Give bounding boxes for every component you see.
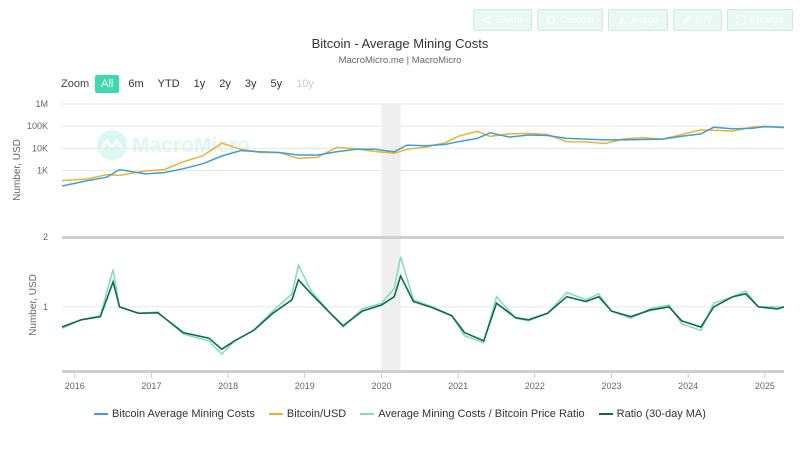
enlarge-button[interactable]: Enlarge [726, 9, 793, 31]
mining-cost-line [61, 125, 785, 187]
x-tick-label: 2016 [65, 381, 85, 391]
zoom-10y-button[interactable]: 10y [296, 78, 314, 90]
diy-button[interactable]: DIY [672, 9, 722, 31]
image-button[interactable]: Image [608, 9, 668, 31]
macromicro-logo-icon [97, 130, 127, 160]
x-tick-label: 2019 [295, 381, 315, 391]
legend-item-ratio[interactable]: Average Mining Costs / Bitcoin Price Rat… [360, 408, 585, 420]
legend-swatch [598, 413, 613, 415]
x-tick-label: 2023 [601, 381, 621, 391]
legend-label: Ratio (30-day MA) [616, 408, 706, 420]
y-tick-label: 2 [43, 232, 48, 242]
diy-label: DIY [695, 14, 713, 26]
upper-y-axis-title: Number, USD [12, 139, 23, 201]
pencil-icon [682, 16, 691, 24]
panel-separator [62, 236, 784, 239]
legend-label: Average Mining Costs / Bitcoin Price Rat… [378, 408, 585, 420]
lower-y-axis-title: Number, USD [28, 274, 39, 336]
y-tick-label: 1M [35, 99, 48, 109]
expand-icon [735, 15, 746, 25]
legend-swatch [360, 413, 375, 415]
legend-swatch [268, 413, 283, 415]
custom-button[interactable]: Custom [536, 9, 604, 31]
legend-label: Bitcoin/USD [286, 408, 347, 420]
zoom-ytd-button[interactable]: YTD [157, 78, 180, 90]
image-label: Image [631, 14, 659, 26]
download-icon [618, 16, 627, 24]
legend-label: Bitcoin Average Mining Costs [112, 408, 255, 420]
zoom-1y-button[interactable]: 1y [193, 78, 206, 90]
gear-icon [546, 15, 556, 25]
share-icon [482, 15, 492, 25]
legend-swatch [94, 413, 109, 415]
chart-legend: Bitcoin Average Mining Costs Bitcoin/USD… [0, 408, 800, 420]
zoom-3y-button[interactable]: 3y [244, 78, 257, 90]
zoom-selector: Zoom All 6m YTD 1y 2y 3y 5y 10y [61, 75, 323, 93]
x-tick-label: 2024 [678, 381, 698, 391]
zoom-5y-button[interactable]: 5y [270, 78, 283, 90]
x-tick-label: 2025 [755, 381, 775, 391]
x-tick-label: 2021 [448, 381, 468, 391]
x-tick-label: 2017 [141, 381, 161, 391]
x-tick-label: 2018 [218, 381, 238, 391]
ratio-ma-line [61, 273, 785, 351]
share-button[interactable]: Share [472, 9, 532, 31]
enlarge-label: Enlarge [749, 14, 784, 26]
watermark: MacroMicro [97, 130, 250, 160]
x-tick-label: 2020 [371, 381, 391, 391]
y-tick-label: 10K [32, 143, 48, 153]
legend-item-btc-usd[interactable]: Bitcoin/USD [268, 408, 347, 420]
watermark-text: MacroMicro [132, 134, 250, 157]
zoom-2y-button[interactable]: 2y [219, 78, 231, 90]
chart-toolbar: Share Custom Image DIY Enlarge [472, 9, 793, 31]
y-tick-label: 100K [27, 121, 48, 131]
share-label: Share [495, 14, 523, 26]
legend-item-ratio-ma[interactable]: Ratio (30-day MA) [598, 408, 706, 420]
x-tick-label: 2022 [525, 381, 545, 391]
custom-label: Custom [559, 14, 595, 26]
chart-subtitle: MacroMicro.me | MacroMicro [338, 55, 462, 66]
x-axis-line [62, 370, 784, 373]
zoom-6m-button[interactable]: 6m [128, 78, 144, 90]
y-tick-label: 1 [43, 302, 48, 312]
legend-item-mining-cost[interactable]: Bitcoin Average Mining Costs [94, 408, 255, 420]
chart-title: Bitcoin - Average Mining Costs [311, 36, 489, 51]
zoom-all-button[interactable]: All [95, 75, 120, 93]
zoom-label: Zoom [61, 78, 90, 90]
y-tick-label: 1K [37, 166, 48, 176]
